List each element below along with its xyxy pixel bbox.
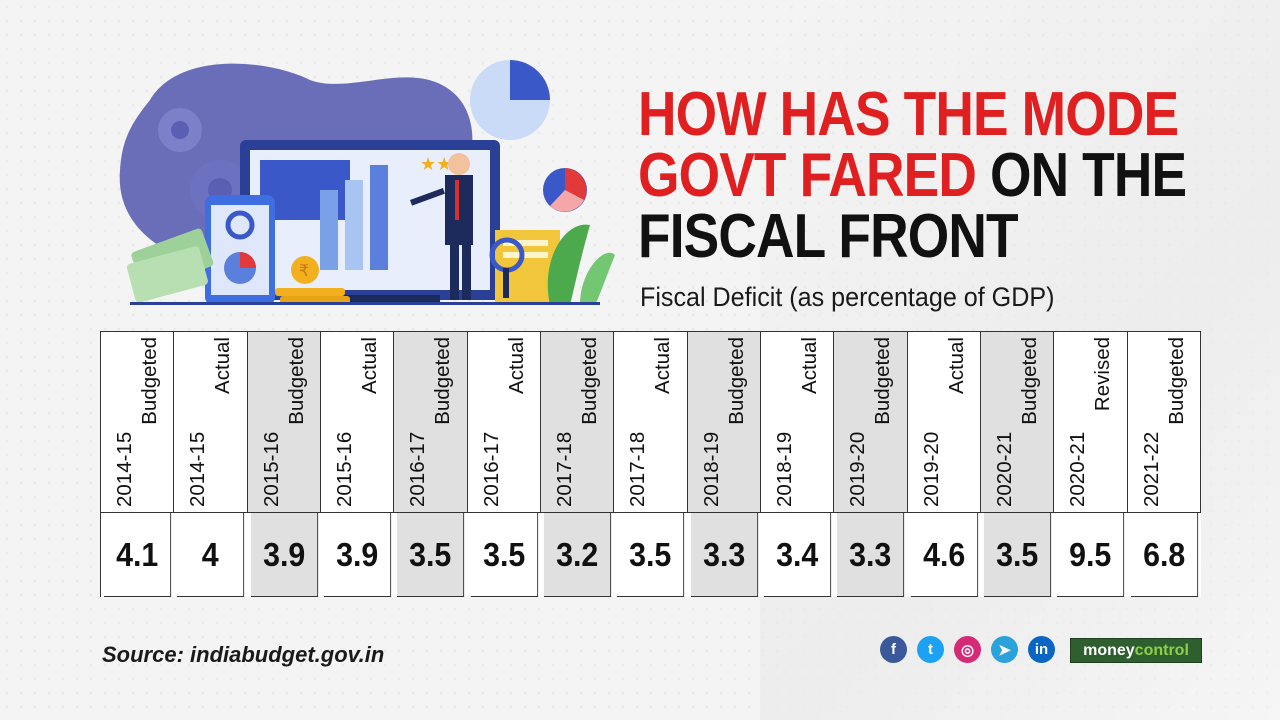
column-header: 2020-21 Budgeted [981,332,1055,513]
column-header-year: 2016-17 [479,431,503,507]
column-header-year: 2016-17 [406,431,430,507]
column-header-kind: Budgeted [871,337,895,425]
column-header-year: 2018-19 [699,431,723,507]
deficit-value: 9.5 [1057,513,1125,597]
logo-text-money: money [1083,641,1135,659]
column-header-year: 2015-16 [259,431,283,507]
column-header: 2015-16 Actual [321,332,395,513]
column-header: 2017-18 Actual [614,332,688,513]
instagram-icon[interactable]: ◎ [954,636,981,663]
deficit-value: 3.5 [617,513,685,597]
source-note: Source: indiabudget.gov.in [102,642,385,667]
column-header-year: 2014-15 [113,431,137,507]
headline-line2-black: ON THE [976,141,1187,210]
telegram-icon[interactable]: ➤ [991,636,1018,663]
subtitle: Fiscal Deficit (as percentage of GDP) [640,282,1055,312]
column-header: 2017-18 Budgeted [541,332,615,513]
column-header-year: 2018-19 [773,431,797,507]
column-header: 2014-15 Budgeted [101,332,175,513]
facebook-icon[interactable]: f [880,636,907,663]
column-header-kind: Budgeted [284,337,308,425]
logo-text-control: control [1134,641,1189,659]
column-header-year: 2020-21 [993,431,1017,507]
column-header-kind: Actual [504,337,528,394]
deficit-value: 3.5 [470,513,539,597]
deficit-value: 4 [177,513,245,597]
column-header-kind: Actual [651,337,675,394]
column-header-kind: Budgeted [578,337,602,425]
column-header-year: 2019-20 [919,431,943,507]
column-header-year: 2017-18 [553,431,577,507]
column-header-year: 2017-18 [626,431,650,507]
deficit-value: 3.2 [543,513,612,597]
deficit-value: 3.3 [690,513,759,597]
headline-line3: FISCAL FRONT [638,202,1019,271]
column-header-year: 2020-21 [1066,431,1090,507]
column-header-year: 2014-15 [186,431,210,507]
headline-line2-red: GOVT FARED [638,141,977,210]
deficit-value: 3.5 [983,513,1052,597]
deficit-value: 3.3 [837,513,905,597]
column-header: 2016-17 Budgeted [394,332,468,513]
column-header: 2015-16 Budgeted [247,332,321,513]
headline-line1: HOW HAS THE MODE [638,80,1179,149]
deficit-value: 3.4 [763,513,832,597]
column-header: 2021-22 Budgeted [1127,332,1201,513]
column-header-year: 2019-20 [846,431,870,507]
moneycontrol-logo: money control [1070,638,1202,663]
twitter-icon[interactable]: t [917,636,944,663]
column-header-year: 2021-22 [1139,431,1163,507]
column-header: 2019-20 Actual [907,332,981,513]
deficit-value: 4.1 [103,513,172,597]
column-header-kind: Budgeted [1018,337,1042,425]
headline: HOW HAS THE MODE GOVT FARED ON THE FISCA… [638,84,1187,268]
column-header: 2016-17 Actual [467,332,541,513]
column-header: 2018-19 Actual [761,332,835,513]
fiscal-deficit-table: 2014-15 Budgeted 2014-15 Actual 2015-16 Budge… [100,331,1201,597]
column-header: 2018-19 Budgeted [687,332,761,513]
column-header: 2020-21 Revised [1054,332,1128,513]
column-header-kind: Revised [1091,337,1115,412]
deficit-value: 3.9 [250,513,319,597]
column-header-kind: Budgeted [431,337,455,425]
deficit-value: 3.5 [397,513,465,597]
linkedin-icon[interactable]: in [1028,636,1055,663]
deficit-value: 4.6 [910,513,979,597]
column-header-year: 2015-16 [333,431,357,507]
column-header-kind: Actual [211,337,235,394]
column-header-kind: Budgeted [138,337,162,425]
deficit-value: 3.9 [323,513,392,597]
social-icons: f t ◎ ➤ in [880,636,1055,663]
svg-text:₹: ₹ [299,261,309,280]
column-header: 2019-20 Budgeted [834,332,908,513]
column-header-kind: Actual [798,337,822,394]
column-header-kind: Actual [944,337,968,394]
deficit-value: 6.8 [1130,513,1199,597]
column-header-kind: Budgeted [1164,337,1188,425]
column-header-kind: Budgeted [724,337,748,425]
finance-illustration: ★★★ ₹ [119,60,615,305]
column-header: 2014-15 Actual [174,332,248,513]
column-header-kind: Actual [358,337,382,394]
